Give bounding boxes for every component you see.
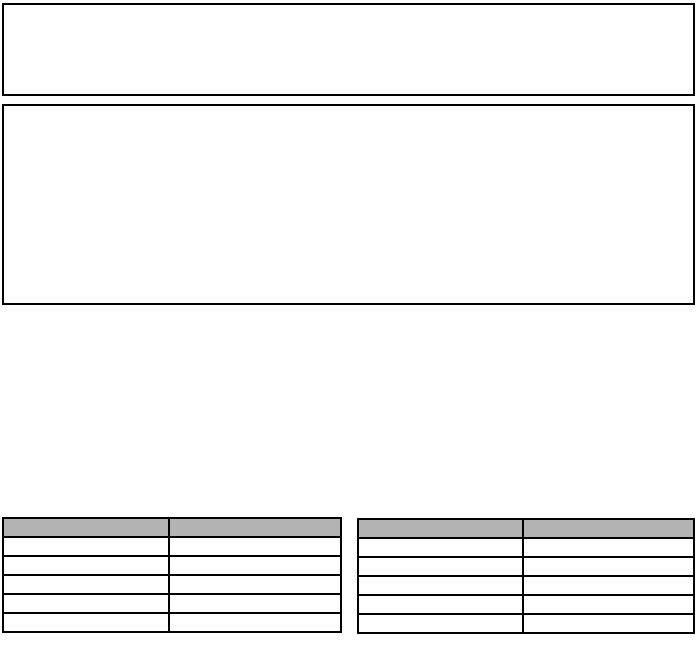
- right-table: [357, 518, 695, 634]
- table-row: [2, 593, 342, 614]
- table-header-cell: [522, 518, 695, 539]
- table-cell: [522, 613, 695, 634]
- table-cell: [2, 593, 170, 614]
- table-row: [2, 555, 342, 576]
- table-cell: [2, 555, 170, 576]
- table-cell: [2, 536, 170, 557]
- table-header-cell: [2, 517, 170, 538]
- table-cell: [522, 594, 695, 615]
- table-cell: [168, 536, 342, 557]
- table-row: [357, 556, 695, 577]
- table-cell: [168, 612, 342, 633]
- table-row: [2, 612, 342, 633]
- table-header-cell: [357, 518, 524, 539]
- top-text-frame: [2, 3, 695, 96]
- table-row: [2, 536, 342, 557]
- table-cell: [522, 575, 695, 596]
- table-cell: [357, 556, 524, 577]
- table-header-cell: [168, 517, 342, 538]
- middle-text-frame: [2, 104, 695, 305]
- table-cell: [168, 593, 342, 614]
- table-cell: [357, 537, 524, 558]
- table-row: [357, 613, 695, 634]
- table-header-row: [357, 518, 695, 539]
- table-row: [357, 575, 695, 596]
- left-table: [2, 517, 342, 633]
- table-cell: [357, 575, 524, 596]
- table-cell: [522, 556, 695, 577]
- table-row: [357, 594, 695, 615]
- table-row: [357, 537, 695, 558]
- table-cell: [2, 574, 170, 595]
- table-row: [2, 574, 342, 595]
- table-cell: [522, 537, 695, 558]
- table-cell: [357, 613, 524, 634]
- table-header-row: [2, 517, 342, 538]
- table-cell: [357, 594, 524, 615]
- table-cell: [168, 574, 342, 595]
- table-cell: [2, 612, 170, 633]
- table-cell: [168, 555, 342, 576]
